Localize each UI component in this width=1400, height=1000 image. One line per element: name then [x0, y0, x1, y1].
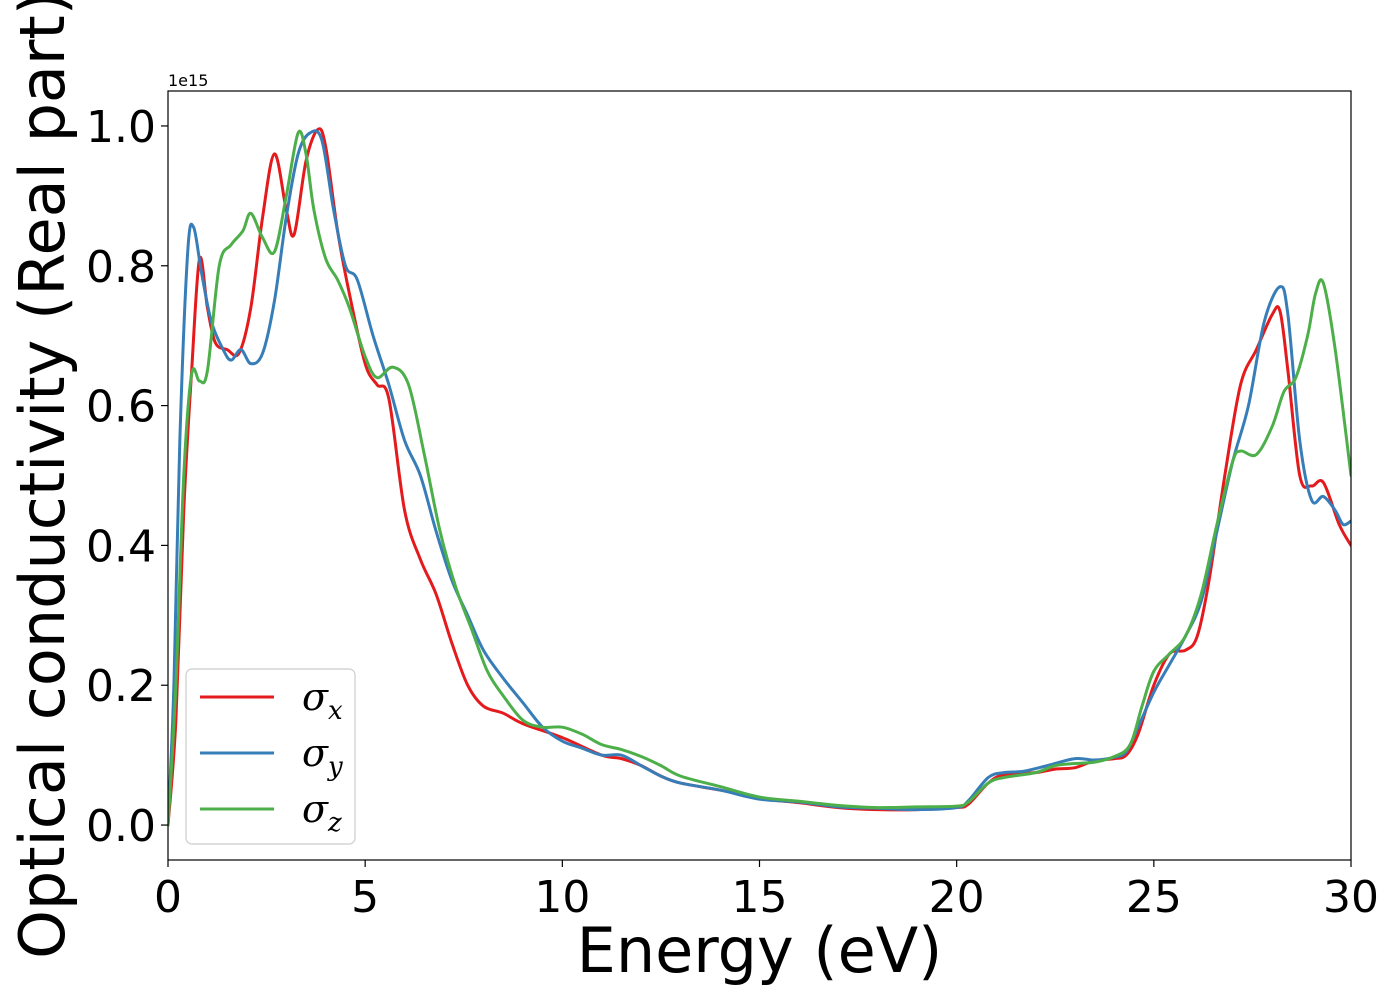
- y-tick-label: 0.0: [86, 801, 156, 852]
- x-tick-label: 0: [154, 872, 182, 923]
- y-tick-label: 0.8: [86, 242, 156, 293]
- legend-label-x: σx: [302, 675, 343, 726]
- x-axis-label: Energy (eV): [577, 914, 943, 987]
- y-tick-label: 0.4: [86, 521, 156, 572]
- series-line-z: [168, 129, 1351, 827]
- y-tick-label: 0.2: [86, 661, 156, 712]
- y-tick-label: 0.6: [86, 382, 156, 433]
- x-tick-label: 10: [534, 872, 590, 923]
- legend-label-z: σz: [302, 787, 342, 838]
- x-tick-label: 15: [732, 872, 788, 923]
- x-axis: 0 5 10 15 20 25 30: [154, 860, 1379, 923]
- series-layer: [168, 127, 1351, 827]
- y-axis: 0.0 0.2 0.4 0.6 0.8 1.0: [86, 102, 168, 852]
- y-axis-label: Optical conductivity (Real part): [6, 0, 79, 959]
- legend-label-y: σy: [302, 731, 343, 782]
- y-tick-label: 1.0: [86, 102, 156, 153]
- y-offset-label: 1e15: [168, 71, 208, 90]
- x-tick-label: 5: [351, 872, 379, 923]
- x-tick-label: 30: [1323, 872, 1379, 923]
- x-tick-label: 20: [929, 872, 985, 923]
- legend-box: [185, 668, 356, 845]
- x-tick-label: 25: [1126, 872, 1182, 923]
- series-line-y: [168, 129, 1351, 827]
